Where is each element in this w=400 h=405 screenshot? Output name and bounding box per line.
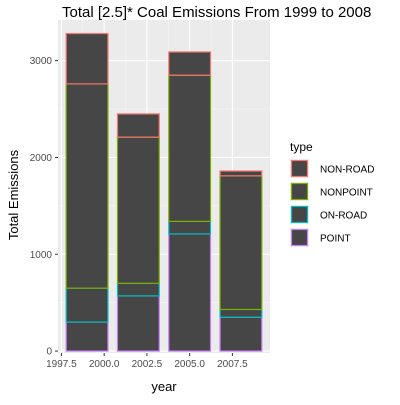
legend-label: NONPOINT [320, 188, 373, 199]
legend-key [290, 182, 309, 201]
x-tick-label: 2000.0 [89, 359, 120, 370]
legend-key [290, 228, 309, 247]
x-axis-title: year [151, 379, 177, 394]
legend: type NON-ROAD NONPOINT ON-ROAD POINT [290, 140, 374, 247]
axis-ticks: 0 1000 2000 3000 1997.5 2000.0 2002.5 2005.0 200… [30, 56, 248, 370]
bar-segment [65, 83, 109, 289]
y-tick-label: 3000 [30, 56, 53, 67]
y-tick-label: 0 [46, 347, 52, 358]
legend-label: ON-ROAD [320, 211, 367, 222]
bar-segment [65, 321, 109, 352]
bar-segment [168, 51, 212, 76]
bar-segment [116, 295, 160, 352]
x-tick-label: 2002.5 [132, 359, 163, 370]
x-tick-label: 2005.0 [174, 359, 205, 370]
bar-segment [65, 287, 109, 323]
y-tick-label: 2000 [30, 153, 53, 164]
bar-segment [116, 113, 160, 138]
legend-label: NON-ROAD [320, 165, 374, 176]
bar-segment [168, 233, 212, 352]
bar-segment [168, 220, 212, 235]
legend-title: type [290, 140, 313, 154]
y-tick-label: 1000 [30, 250, 53, 261]
bar-stack-group [65, 32, 263, 352]
chart-title: Total [2.5]* Coal Emissions From 1999 to… [62, 4, 371, 21]
legend-label: POINT [320, 234, 351, 245]
x-tick-label: 1997.5 [46, 359, 77, 370]
bar-segment [65, 32, 109, 85]
bar-segment [219, 308, 263, 318]
legend-key [290, 205, 309, 224]
bar-segment [116, 136, 160, 284]
bar-segment [219, 316, 263, 352]
x-tick-label: 2007.5 [217, 359, 248, 370]
y-axis-title: Total Emissions [6, 149, 21, 240]
bar-segment [219, 175, 263, 311]
bar-segment [168, 74, 212, 222]
bar-segment [116, 282, 160, 297]
legend-key [290, 159, 309, 178]
bar-segment [219, 170, 263, 177]
